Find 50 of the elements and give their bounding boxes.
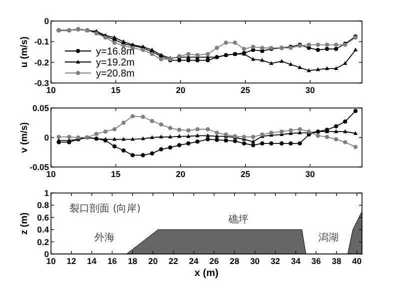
x-tick-label: 20 [176, 85, 186, 95]
y-tick-label: 0.6 [37, 212, 50, 222]
y-tick-label: -0.2 [34, 57, 50, 68]
x-tick-label: 18 [128, 256, 138, 266]
x-tick-label: 12 [66, 256, 76, 266]
x-tick-label: 30 [305, 169, 316, 179]
y-tick-label: 1 [44, 188, 50, 198]
y-tick-label: 0.8 [37, 200, 50, 210]
x-tick-label: 15 [111, 169, 121, 179]
annotation: 潟湖 [318, 232, 338, 244]
y-tick-label: 0 [44, 16, 50, 26]
legend-label: y=20.8m [96, 68, 135, 80]
x-tick-label: 34 [290, 256, 301, 266]
y-tick-label: 0.05 [32, 103, 50, 113]
x-tick-label: 26 [209, 256, 220, 266]
x-tick-label: 15 [111, 85, 121, 95]
x-tick-label: 30 [305, 85, 316, 95]
x-tick-label: 25 [240, 169, 250, 179]
x-tick-label: 22 [168, 256, 178, 266]
x-tick-label: 40 [352, 256, 362, 266]
legend-label: y=19.2m [96, 58, 135, 68]
y-tick-label: 0 [44, 132, 50, 142]
annotation: 裂口剖面 (向岸) [70, 202, 141, 214]
y-tick-label: -0.1 [34, 36, 50, 47]
x-tick-label: 20 [148, 256, 158, 266]
y-tick-label: -0.05 [30, 162, 50, 172]
y-tick-label: 0.4 [37, 224, 50, 235]
x-tick-label: 14 [87, 256, 97, 266]
x-tick-label: 10 [46, 256, 56, 266]
x-tick-label: 10 [46, 85, 56, 95]
y-tick-label: 0 [44, 249, 50, 259]
x-tick-label: 30 [250, 256, 260, 266]
annotation: 外海 [94, 232, 115, 244]
x-tick-label: 36 [311, 256, 322, 266]
x-tick-label: 28 [230, 256, 240, 266]
y-axis-title: z (m) [19, 212, 30, 235]
y-axis-title: v (m/s) [19, 122, 30, 153]
x-tick-label: 16 [107, 256, 118, 266]
x-tick-label: 38 [332, 256, 342, 266]
annotation: 礁坪 [227, 213, 248, 226]
y-tick-label: -0.3 [34, 78, 50, 88]
x-tick-label: 20 [176, 169, 186, 179]
legend-label: y=16.8m [96, 46, 135, 58]
x-tick-label: 24 [189, 256, 199, 266]
x-tick-label: 10 [46, 169, 56, 179]
x-tick-label: 25 [240, 85, 250, 95]
y-tick-label: 0.2 [37, 236, 50, 247]
x-tick-label: 32 [270, 256, 280, 266]
x-axis-title: x (m) [194, 268, 218, 279]
y-axis-title: u (m/s) [19, 36, 30, 68]
